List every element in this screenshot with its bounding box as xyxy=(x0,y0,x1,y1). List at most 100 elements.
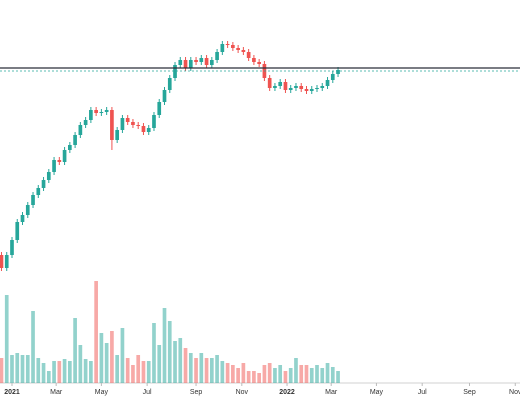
candle-body xyxy=(188,60,193,68)
candle-body xyxy=(15,222,20,240)
candle-body xyxy=(125,118,130,122)
volume-bar xyxy=(36,358,41,383)
candle-body xyxy=(220,44,225,52)
volume-bar xyxy=(83,359,88,383)
candle-body xyxy=(73,135,77,145)
volume-bar xyxy=(99,333,104,383)
candle-body xyxy=(162,90,167,102)
candle-body xyxy=(115,130,120,140)
volume-bar xyxy=(199,353,204,383)
candle-body xyxy=(136,125,141,126)
candle-body xyxy=(110,110,114,140)
candle-body xyxy=(57,160,62,162)
volume-bar xyxy=(104,343,109,383)
candle-body xyxy=(294,86,298,88)
candle-body xyxy=(36,188,41,195)
candle-body xyxy=(89,110,93,120)
volume-bar xyxy=(246,371,251,383)
candle-body xyxy=(31,195,35,205)
volume-bar xyxy=(25,355,30,383)
candle-body xyxy=(204,58,209,65)
candle-body xyxy=(94,110,98,113)
candle-body xyxy=(194,60,198,62)
volume-bar xyxy=(336,371,340,383)
volume-bar xyxy=(131,365,135,383)
x-tick-label: 2022 xyxy=(279,389,295,396)
volume-bar xyxy=(62,359,67,383)
volume-bar xyxy=(262,365,267,383)
volume-bar xyxy=(67,361,72,383)
x-tick-label: Nov xyxy=(236,389,249,396)
x-tick-label: May xyxy=(370,389,384,396)
volume-bar xyxy=(241,363,246,383)
candle-body xyxy=(131,122,135,125)
volume-bar xyxy=(294,358,298,383)
x-tick-label: 2021 xyxy=(4,389,20,396)
volume-bar xyxy=(209,358,214,383)
candle-body xyxy=(67,145,72,150)
candle-body xyxy=(225,44,230,45)
candle-body xyxy=(330,74,335,80)
volume-bar xyxy=(125,358,130,383)
volume-bar xyxy=(215,355,219,383)
candle-body xyxy=(283,82,288,90)
volume-bar xyxy=(167,321,172,383)
candle-body xyxy=(267,78,272,88)
candle-body xyxy=(215,52,219,60)
candle-body xyxy=(304,89,309,91)
candle-body xyxy=(315,88,319,89)
candle-body xyxy=(173,65,177,78)
candle-body xyxy=(309,89,314,91)
volume-bar xyxy=(10,355,14,383)
candle-body xyxy=(10,240,14,255)
candle-body xyxy=(246,52,251,58)
candle-body xyxy=(25,205,30,215)
candle-body xyxy=(209,60,214,65)
candle-body xyxy=(83,120,88,125)
volume-bar xyxy=(120,328,125,383)
volume-bar xyxy=(330,367,335,383)
volume-bar xyxy=(57,361,62,383)
volume-bar xyxy=(146,361,151,383)
candle-body xyxy=(257,62,261,64)
volume-bar xyxy=(136,355,141,383)
volume-bar xyxy=(157,345,162,383)
x-tick-label: May xyxy=(95,389,109,396)
volume-bar xyxy=(73,318,77,383)
candle-body xyxy=(252,58,256,62)
volume-bar xyxy=(304,365,309,383)
volume-bar xyxy=(152,323,156,383)
volume-bar xyxy=(41,363,46,383)
volume-bar xyxy=(94,281,98,383)
volume-bar xyxy=(204,358,209,383)
volume-bar xyxy=(194,358,198,383)
candle-body xyxy=(336,70,340,74)
volume-bar xyxy=(231,365,235,383)
x-tick-label: Sep xyxy=(190,389,203,396)
volume-bar xyxy=(309,368,314,383)
volume-bar xyxy=(110,331,114,383)
volume-bar xyxy=(283,371,288,383)
volume-bar xyxy=(31,311,35,383)
x-tick-label: Jul xyxy=(143,389,152,396)
volume-bar xyxy=(325,363,330,383)
volume-bar xyxy=(273,368,277,383)
volume-bar xyxy=(225,363,230,383)
candle-body xyxy=(78,125,83,135)
volume-bar xyxy=(89,361,93,383)
candle-body xyxy=(288,88,293,90)
volume-bar xyxy=(315,365,319,383)
volume-bar xyxy=(4,295,9,383)
candle-body xyxy=(52,160,56,172)
volume-bar xyxy=(188,353,193,383)
volume-bar xyxy=(0,358,4,383)
x-tick-label: Nov xyxy=(509,389,520,396)
candle-body xyxy=(273,86,277,88)
candle-body xyxy=(20,215,25,222)
candle-body xyxy=(183,60,188,68)
volume-bar xyxy=(183,348,188,383)
volume-bar xyxy=(178,338,183,383)
volume-bar xyxy=(20,355,25,383)
candle-body xyxy=(320,86,325,88)
